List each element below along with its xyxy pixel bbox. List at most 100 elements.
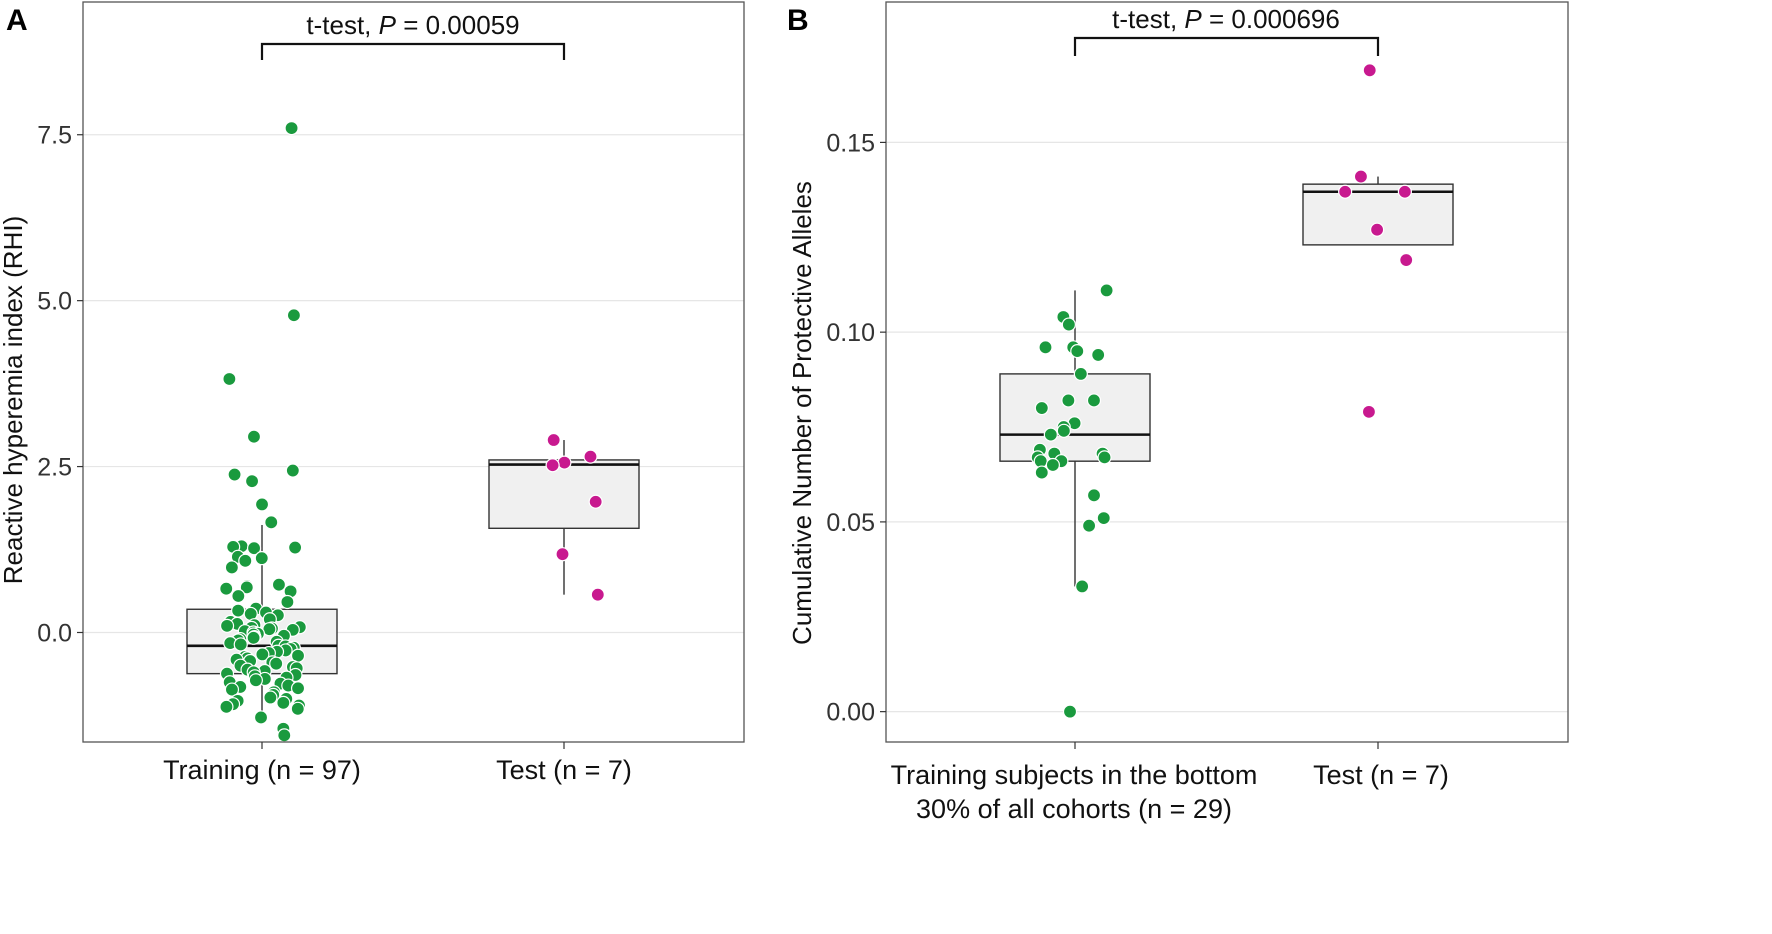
data-point [254,551,269,566]
data-point [1096,511,1111,526]
panel-b-ticks: 0.00 0.05 0.10 0.15 [826,129,1379,749]
panel-b-plot-border [885,1,1569,743]
data-point [286,308,302,323]
data-point [583,449,598,464]
data-point [246,429,262,444]
data-point [269,656,284,671]
data-point [219,618,235,633]
panel-b-significance-bracket [1073,36,1380,56]
box-iqr [186,608,338,675]
data-point [284,120,299,136]
data-point [280,594,295,610]
data-point [290,681,306,696]
panel-a: A 0.0 2.5 5.0 7.5 Reactive hyperemia index … [0,1,745,785]
data-point [1038,340,1053,355]
data-point [1043,427,1058,442]
panel-a-category-label-training: Training (n = 97) [163,755,361,785]
data-point [219,581,234,596]
data-point [276,695,291,710]
data-point [1086,488,1102,503]
panel-b-test-name: t-test, [1112,4,1177,34]
data-point [263,690,278,705]
data-point [285,463,300,478]
data-point [248,673,263,688]
box-iqr [999,373,1151,462]
data-point [231,588,246,604]
data-point [238,553,253,568]
panel-a-test-name: t-test, [306,10,371,40]
data-point [233,637,248,652]
panel-a-significance-label: t-test, P = 0.00059 [306,10,519,40]
data-point [590,587,605,602]
data-point [277,728,292,743]
data-point [1362,63,1377,78]
data-point [246,630,261,645]
panel-b-y-tick-label: 0.00 [826,699,875,727]
panel-b-category-label-test: Test (n = 7) [1313,760,1449,790]
data-point [224,560,239,575]
panel-b-significance-label: t-test, P = 0.000696 [1112,4,1340,34]
data-point [1073,366,1088,381]
data-point [1061,317,1076,332]
box-iqr [488,459,640,529]
panel-b-y-tick-label: 0.15 [826,129,875,157]
data-point [254,497,270,512]
panel-a-y-tick-label: 7.5 [37,122,72,150]
panel-b-y-axis-title: Cumulative Number of Protective Alleles [787,181,817,645]
data-point [1099,283,1114,298]
data-point [1075,579,1090,594]
panel-a-y-tick-label: 5.0 [37,288,72,316]
panel-b-p-value: = 0.000696 [1209,4,1340,34]
panel-a-category-label-test: Test (n = 7) [496,755,632,785]
data-point [546,432,561,448]
data-point [239,580,254,595]
panel-a-y-axis-title: Reactive hyperemia index (RHI) [0,216,28,584]
data-point [1091,347,1106,363]
data-point [1338,184,1353,199]
data-point [253,710,269,725]
data-point [271,577,287,592]
data-point [1399,252,1414,268]
data-point [1062,704,1078,719]
panel-letter-a: A [6,4,28,37]
data-point [255,647,270,662]
data-point [545,458,560,473]
panel-b-p-symbol: P [1184,4,1202,34]
data-point [231,603,246,618]
data-point [246,541,262,556]
data-point [1061,393,1076,408]
panel-a-p-value: = 0.00059 [403,10,519,40]
data-point [224,682,240,697]
data-point [1034,465,1049,480]
data-point [290,701,305,716]
data-point [1361,404,1377,419]
panel-b: B 0.00 0.05 0.10 0.15 Cumulative Number of … [787,1,1569,824]
panel-a-p-symbol: P [379,10,397,40]
panel-b-points [1030,63,1414,719]
panel-b-y-tick-label: 0.10 [826,319,875,347]
panel-letter-b: B [787,4,809,37]
panel-b-gridlines [886,141,1568,713]
panel-a-boxes [186,440,640,723]
data-point [557,455,572,470]
panel-a-gridlines [83,134,744,634]
data-point [588,494,603,509]
data-point [244,474,260,489]
panel-b-category-label-training: Training subjects in the bottom [891,760,1258,790]
panel-a-points [219,120,605,743]
panel-b-y-tick-label: 0.05 [826,509,875,537]
panel-a-ticks: 0.0 2.5 5.0 7.5 [37,122,565,749]
data-point [222,371,237,387]
data-point [1034,400,1049,416]
data-point [219,699,234,714]
data-point [264,515,279,530]
data-point [1081,518,1097,533]
data-point [1056,423,1071,438]
panel-b-boxes [999,176,1454,587]
data-point [227,467,242,482]
data-point [1045,457,1060,473]
panel-a-y-tick-label: 2.5 [37,454,72,482]
data-point [1097,450,1112,465]
data-point [555,547,570,562]
